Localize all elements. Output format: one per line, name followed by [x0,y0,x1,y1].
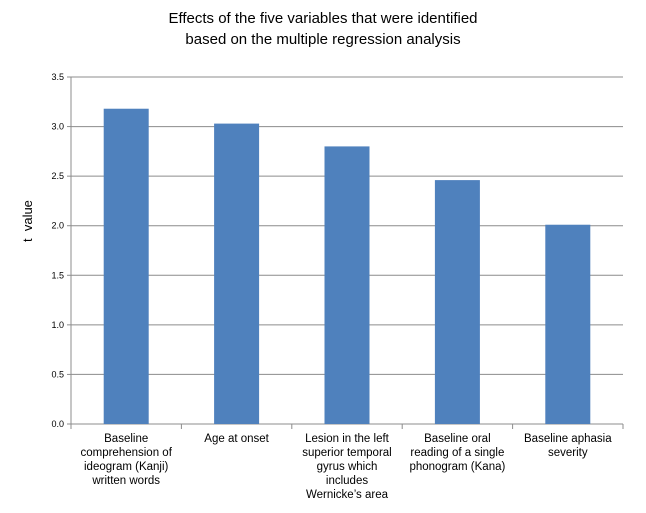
y-tick-label: 2.0 [51,221,64,231]
category-label: Baseline oral reading of a single phonogra… [403,432,511,474]
category-label: Baseline comprehension of ideogram (Kanji)… [72,432,180,488]
y-tick-label: 0.0 [51,419,64,429]
category-label-line: severity [547,447,588,459]
category-label-line: Lesion in the left [305,433,389,445]
y-tick-label: 1.0 [51,320,64,330]
category-label: Lesion in the left superior temporal gyrus… [293,432,401,502]
y-tick-label: 0.5 [51,369,64,379]
category-label-line: reading of a single [410,447,505,459]
category-label-line: Baseline aphasia [524,433,612,445]
category-label-line: includes [325,475,369,487]
y-tick-label: 1.5 [51,270,64,280]
category-label: Age at onset [183,432,291,446]
bar [103,108,149,425]
chart-title-line-1: Effects of the five variables that were … [168,10,478,27]
chart-title-line-2: based on the multiple regression analysi… [185,31,461,48]
y-tick-label: 2.5 [51,171,64,181]
category-label-line: Baseline oral [424,433,491,445]
category-label-line: written words [92,475,161,487]
category-label-line: ideogram (Kanji) [84,461,169,473]
chart-title: Effects of the five variables that were … [0,8,646,50]
category-label-line: Age at onset [204,433,269,445]
y-tick-label: 3.5 [51,72,64,82]
category-label-line: superior temporal [302,447,392,459]
category-label-line: phonogram (Kana) [409,461,506,473]
category-label: Baseline aphasia severity [514,432,622,460]
category-label-line: gyrus which [316,461,378,473]
bar [214,123,260,425]
category-label-line: Wernicke’s area [305,489,389,501]
category-label-line: Baseline [104,433,149,445]
category-label-line: comprehension of [80,447,172,459]
y-tick-label: 3.0 [51,122,64,132]
bar [545,224,591,424]
bar [324,146,370,424]
bar [434,180,480,424]
